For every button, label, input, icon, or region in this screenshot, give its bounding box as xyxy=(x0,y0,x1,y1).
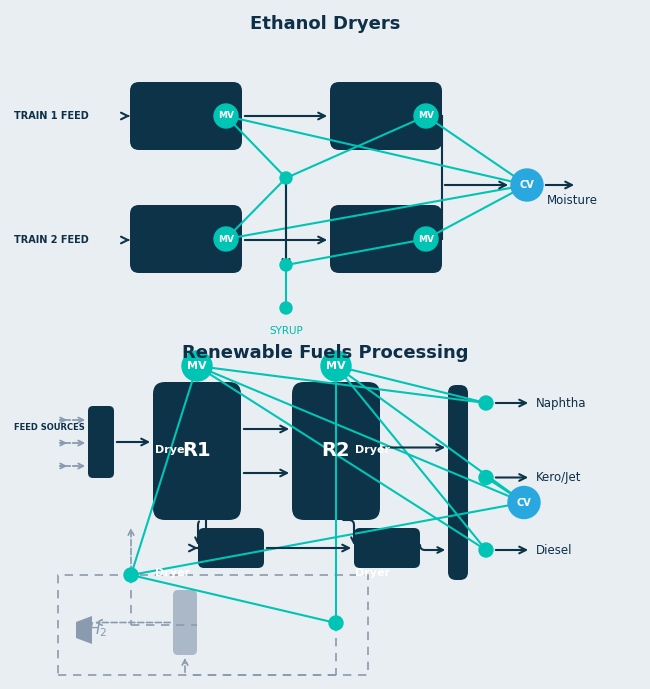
Text: Moisture: Moisture xyxy=(547,194,598,207)
FancyBboxPatch shape xyxy=(292,382,380,520)
Text: TRAIN 1 FEED: TRAIN 1 FEED xyxy=(14,111,89,121)
Text: Kero/Jet: Kero/Jet xyxy=(536,471,582,484)
Circle shape xyxy=(280,172,292,184)
Text: MV: MV xyxy=(218,234,234,243)
Circle shape xyxy=(124,568,138,582)
FancyBboxPatch shape xyxy=(153,382,241,520)
Polygon shape xyxy=(76,616,92,644)
Text: FEED SOURCES: FEED SOURCES xyxy=(14,424,84,433)
FancyBboxPatch shape xyxy=(130,82,242,150)
Circle shape xyxy=(479,471,493,484)
Text: Renewable Fuels Processing: Renewable Fuels Processing xyxy=(182,344,468,362)
Circle shape xyxy=(214,104,238,128)
Text: Ethanol Dryers: Ethanol Dryers xyxy=(250,15,400,33)
Text: Diesel: Diesel xyxy=(536,544,573,557)
Text: Naphtha: Naphtha xyxy=(536,396,586,409)
FancyBboxPatch shape xyxy=(330,205,442,273)
Circle shape xyxy=(414,104,438,128)
Text: Dryer: Dryer xyxy=(155,445,190,455)
Circle shape xyxy=(214,227,238,251)
Text: SYRUP: SYRUP xyxy=(269,326,303,336)
FancyBboxPatch shape xyxy=(198,528,264,568)
Circle shape xyxy=(280,259,292,271)
Text: H$_2$: H$_2$ xyxy=(88,621,108,639)
Circle shape xyxy=(329,616,343,630)
Text: MV: MV xyxy=(187,361,207,371)
Text: R2: R2 xyxy=(322,442,350,460)
Circle shape xyxy=(508,486,540,519)
FancyBboxPatch shape xyxy=(354,528,420,568)
Text: MV: MV xyxy=(326,361,346,371)
Text: CV: CV xyxy=(519,180,534,190)
Text: MV: MV xyxy=(418,234,434,243)
Circle shape xyxy=(182,351,212,381)
Text: TRAIN 2 FEED: TRAIN 2 FEED xyxy=(14,235,89,245)
FancyBboxPatch shape xyxy=(448,385,468,580)
Text: MV: MV xyxy=(418,112,434,121)
FancyBboxPatch shape xyxy=(88,406,114,478)
Circle shape xyxy=(321,351,351,381)
Text: R1: R1 xyxy=(183,442,211,460)
Circle shape xyxy=(511,169,543,201)
Text: CV: CV xyxy=(517,497,532,508)
Circle shape xyxy=(479,396,493,410)
Circle shape xyxy=(479,543,493,557)
FancyBboxPatch shape xyxy=(130,205,242,273)
Text: MV: MV xyxy=(218,112,234,121)
Text: Dryer: Dryer xyxy=(155,568,190,578)
FancyBboxPatch shape xyxy=(173,590,197,655)
Text: Dryer: Dryer xyxy=(354,568,389,578)
Circle shape xyxy=(414,227,438,251)
Circle shape xyxy=(280,302,292,314)
FancyBboxPatch shape xyxy=(330,82,442,150)
Text: Dryer: Dryer xyxy=(354,445,389,455)
